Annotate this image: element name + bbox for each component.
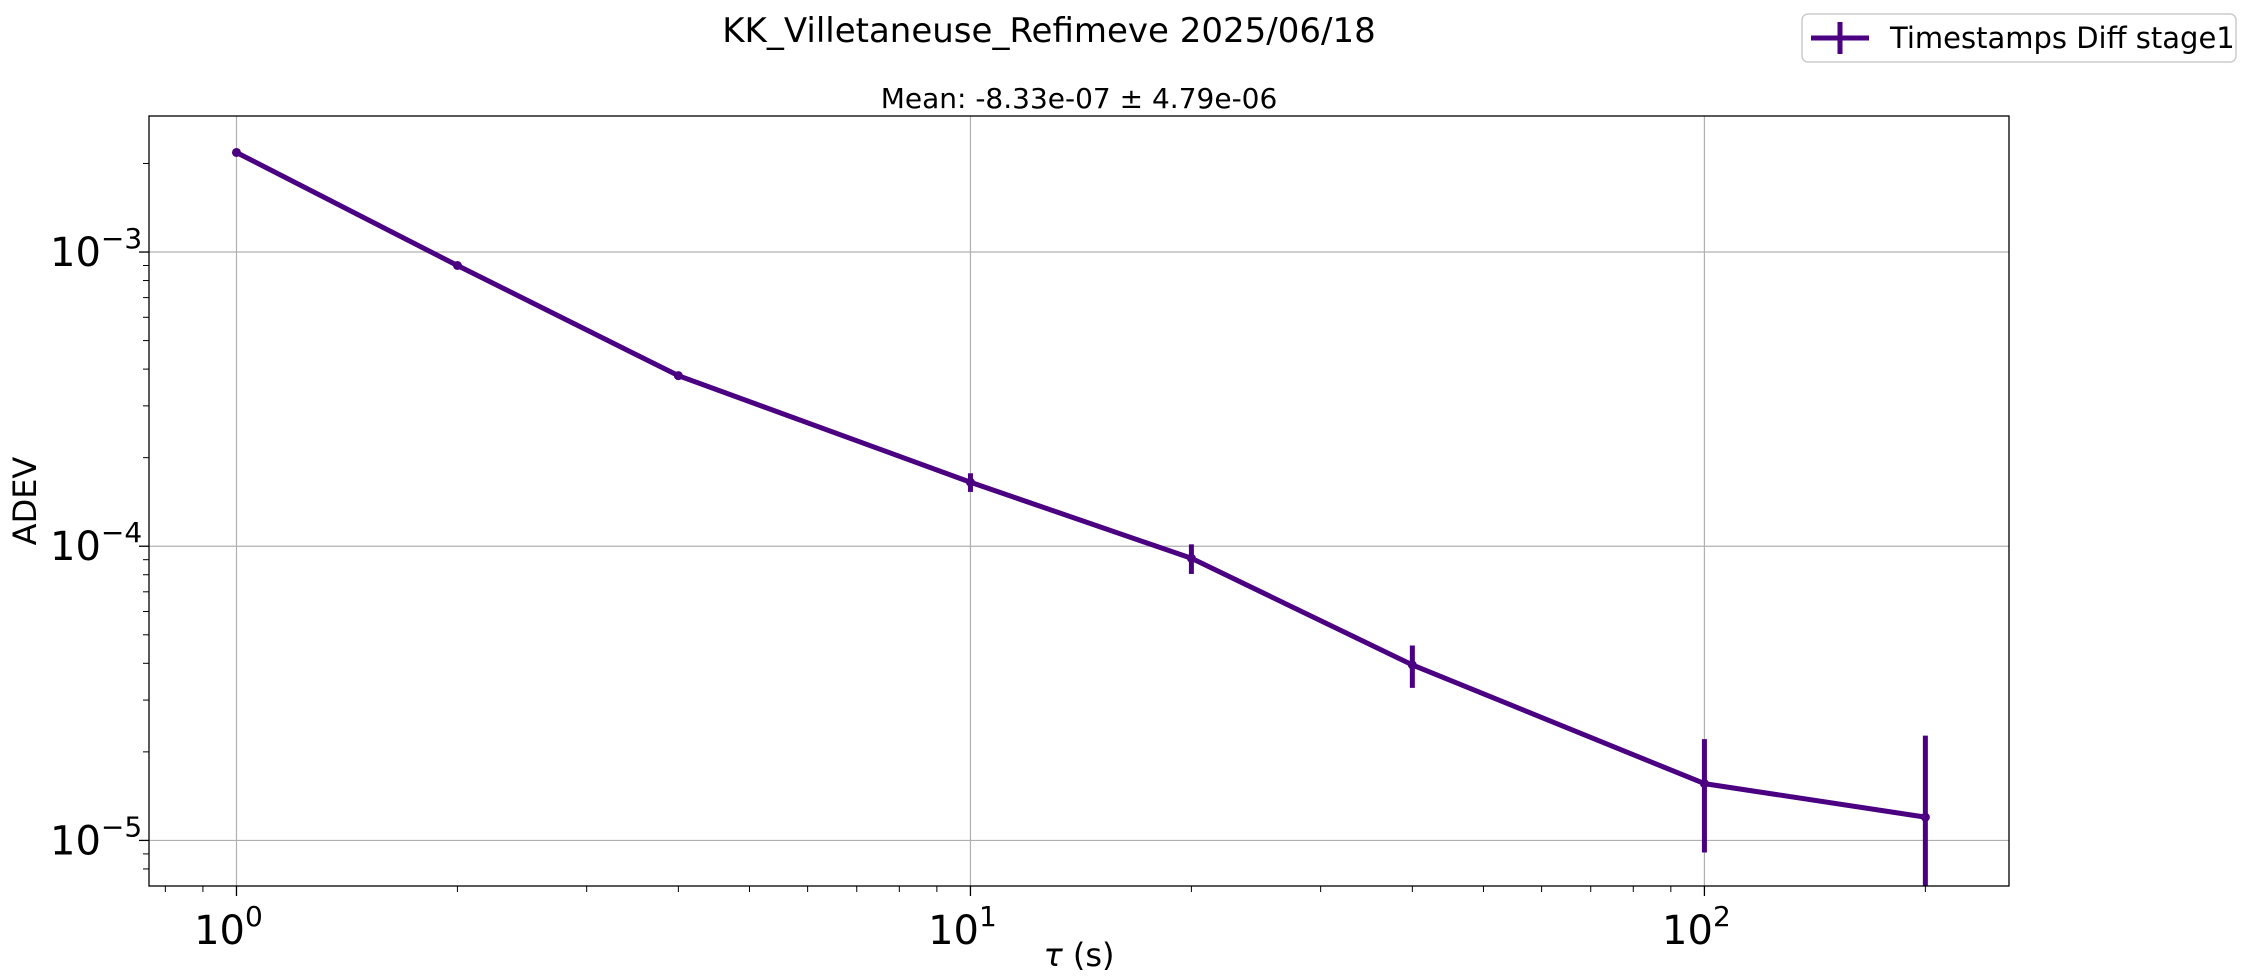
x-axis-label: τ (s)	[1043, 936, 1114, 974]
x-tick-label: 101	[928, 900, 997, 954]
x-tick-exponent: 1	[979, 900, 997, 933]
legend[interactable]: Timestamps Diff stage1	[1801, 13, 2237, 63]
x-tick-label: 100	[194, 900, 263, 954]
x-tick-base: 10	[194, 908, 245, 954]
x-tick-base: 10	[1662, 908, 1713, 954]
data-point	[1920, 812, 1930, 822]
data-point	[965, 477, 975, 487]
y-axis-label: ADEV	[6, 457, 44, 546]
y-tick-exponent: −3	[101, 222, 142, 255]
y-tick-base: 10	[50, 524, 101, 570]
y-tick-exponent: −4	[101, 516, 142, 549]
legend-box	[1801, 13, 2237, 63]
x-axis-label-unit: (s)	[1063, 936, 1115, 974]
chart-title: KK_Villetaneuse_Refimeve 2025/06/18	[722, 11, 1375, 51]
x-tick-exponent: 0	[245, 900, 263, 933]
data-point	[673, 371, 683, 381]
x-tick-base: 10	[928, 908, 979, 954]
chart-subtitle: Mean: -8.33e-07 ± 4.79e-06	[881, 82, 1278, 115]
data-point	[1407, 660, 1417, 670]
y-tick-exponent: −5	[101, 810, 142, 843]
data-point	[452, 260, 462, 270]
legend-label: Timestamps Diff stage1	[1889, 21, 2235, 55]
y-tick-label: 10−5	[50, 810, 142, 864]
x-tick-label: 102	[1662, 900, 1731, 954]
grid-layer	[149, 116, 2009, 886]
y-tick-label: 10−4	[50, 516, 142, 570]
y-tick-base: 10	[50, 230, 101, 276]
y-tick-base: 10	[50, 818, 101, 864]
minor-ticks	[143, 162, 1926, 892]
data-point	[1699, 779, 1709, 789]
x-tick-exponent: 2	[1713, 900, 1731, 933]
x-axis-label-symbol: τ	[1043, 936, 1063, 974]
series-line-timestamps-diff-stage1	[235, 150, 1926, 820]
data-point	[231, 147, 241, 157]
major-ticks	[139, 251, 1706, 896]
y-tick-label: 10−3	[50, 222, 142, 276]
series-layer	[231, 147, 1930, 886]
data-point	[1186, 553, 1196, 563]
plot-area-frame	[148, 115, 2010, 887]
